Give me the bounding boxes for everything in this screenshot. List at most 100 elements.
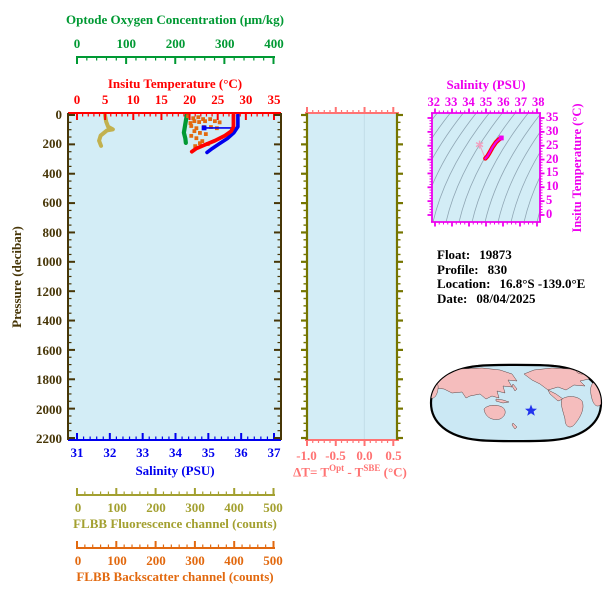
delta-title-sup-sbe: SBE	[363, 463, 381, 473]
tick-label: 30	[546, 123, 559, 138]
map-indonesia	[495, 398, 510, 404]
tick-label: 2000	[36, 401, 62, 417]
tick-label: 100	[116, 36, 137, 51]
tick-label: 1800	[36, 372, 62, 388]
flbb-fluorescence-tick-labels: 0 100 200 300 400 500	[61, 500, 290, 516]
map-south-america	[561, 396, 584, 428]
oxygen-tick-labels: 0 100 200 300 400	[60, 36, 291, 52]
tick-label: 25	[211, 92, 225, 107]
tick-label: 0	[74, 500, 82, 515]
tick-label: 200	[165, 36, 186, 51]
tick-label: 38	[531, 95, 545, 109]
tick-label: 32	[103, 445, 117, 460]
date-line: Date: 08/04/2025	[437, 290, 585, 307]
location-value: 16.8°S -139.0°E	[499, 276, 586, 291]
tick-label: 300	[185, 500, 205, 515]
tick-label: 37	[267, 445, 281, 460]
flbb-backscatter-axis-title: FLBB Backscatter channel (counts)	[76, 569, 274, 584]
tick-label: 2200	[36, 430, 62, 446]
tick-label: 100	[107, 500, 127, 515]
tick-label: 500	[263, 500, 283, 515]
profile-value: 830	[487, 261, 508, 277]
tick-label: 1400	[36, 313, 62, 329]
float-label: Float:	[437, 247, 471, 262]
tick-label: 36	[497, 95, 510, 109]
tick-label: 35	[267, 92, 281, 107]
tick-label: 10	[126, 92, 140, 107]
profile-curves	[97, 113, 240, 155]
tick-label: 15	[154, 92, 168, 107]
delta-title-pre: ΔT= T	[293, 464, 330, 480]
tick-label: -1.0	[296, 448, 317, 463]
tick-label: 0	[546, 206, 553, 221]
tick-label: 34	[462, 95, 475, 109]
float-info-block: Float: 19873 Profile: 830 Location: 16.8°S …	[437, 247, 586, 307]
tick-label: 1000	[36, 254, 62, 270]
tick-label: 0	[55, 107, 63, 122]
tick-label: -0.5	[325, 448, 346, 463]
tick-label: 0	[73, 36, 81, 51]
tick-label: 0	[74, 553, 82, 568]
map-eurasia	[432, 367, 518, 400]
tick-label: 33	[444, 95, 458, 109]
tick-label: 15	[546, 165, 559, 180]
date-value: 08/04/2025	[476, 290, 536, 306]
ts-profile-curve	[475, 135, 504, 161]
tick-label: 0.0	[356, 448, 373, 463]
ts-salinity-title: Salinity (PSU)	[446, 77, 526, 92]
tick-label: 5	[101, 92, 109, 107]
map-australia	[483, 405, 506, 420]
tick-label: 25	[546, 137, 559, 152]
map-europe-left	[431, 374, 441, 381]
flbb-backscatter-tick-labels: 0 100 200 300 400 500	[61, 553, 290, 569]
tick-label: 200	[42, 136, 63, 152]
tick-label: 33	[136, 445, 150, 460]
tick-label: 800	[42, 224, 63, 240]
tick-label: 1200	[36, 283, 62, 299]
delta-title-mid: - T	[344, 464, 364, 480]
map-central-america	[547, 389, 564, 402]
tick-label: 20	[183, 92, 197, 107]
map-japan	[511, 383, 518, 392]
ts-temperature-tick-labels: 35 30 25 20 15 10 5 0	[546, 111, 566, 221]
map-north-america	[523, 367, 590, 391]
float-id-line: Float: 19873	[437, 247, 585, 263]
tick-label: 400	[264, 36, 284, 51]
tick-label: 31	[70, 445, 84, 460]
delta-t-tick-labels: -1.0 -0.5 0.0 0.5	[292, 448, 408, 464]
tick-label: 300	[215, 36, 235, 51]
delta-title-post: (°C)	[380, 464, 407, 480]
ts-temperature-axis-title: Insitu Temperature (°C)	[570, 103, 584, 233]
temperature-tick-labels: 0 5 10 15 20 25 30 35	[65, 92, 286, 108]
salinity-tick-labels: 31 32 33 34 35 36 37	[62, 445, 289, 461]
tick-label: 600	[42, 195, 63, 211]
main-plot-area	[68, 113, 281, 440]
tick-label: 35	[479, 95, 493, 109]
tick-label: 300	[185, 553, 205, 568]
float-value: 19873	[479, 247, 512, 262]
delta-t-plot-area	[307, 113, 397, 440]
tick-label: 200	[146, 500, 166, 515]
tick-label: 32	[427, 95, 440, 109]
location-label: Location:	[437, 276, 491, 291]
location-line: Location: 16.8°S -139.0°E	[437, 276, 586, 292]
tick-label: 500	[263, 553, 283, 568]
temperature-axis-title: Insitu Temperature (°C)	[107, 76, 243, 91]
tick-label: 35	[546, 110, 559, 124]
tick-label: 200	[146, 553, 166, 568]
tick-label: 20	[546, 151, 559, 166]
tick-label: 30	[239, 92, 253, 107]
tick-label: 400	[42, 165, 63, 181]
tick-label: 37	[514, 95, 528, 109]
ts-salinity-tick-labels: 32 33 34 35 36 37 38	[425, 95, 547, 110]
salinity-axis-title: Salinity (PSU)	[135, 463, 215, 478]
delta-title-sup-opt: Opt	[329, 463, 345, 473]
tick-label: 0.5	[385, 448, 402, 463]
oxygen-axis-title: Optode Oxygen Concentration (μm/kg)	[66, 12, 284, 27]
flbb-fluorescence-axis-title: FLBB Fluorescence channel (counts)	[73, 516, 277, 531]
profile-number-line: Profile: 830	[437, 261, 585, 278]
density-contour-lines	[432, 113, 540, 222]
tick-label: 10	[546, 179, 559, 194]
